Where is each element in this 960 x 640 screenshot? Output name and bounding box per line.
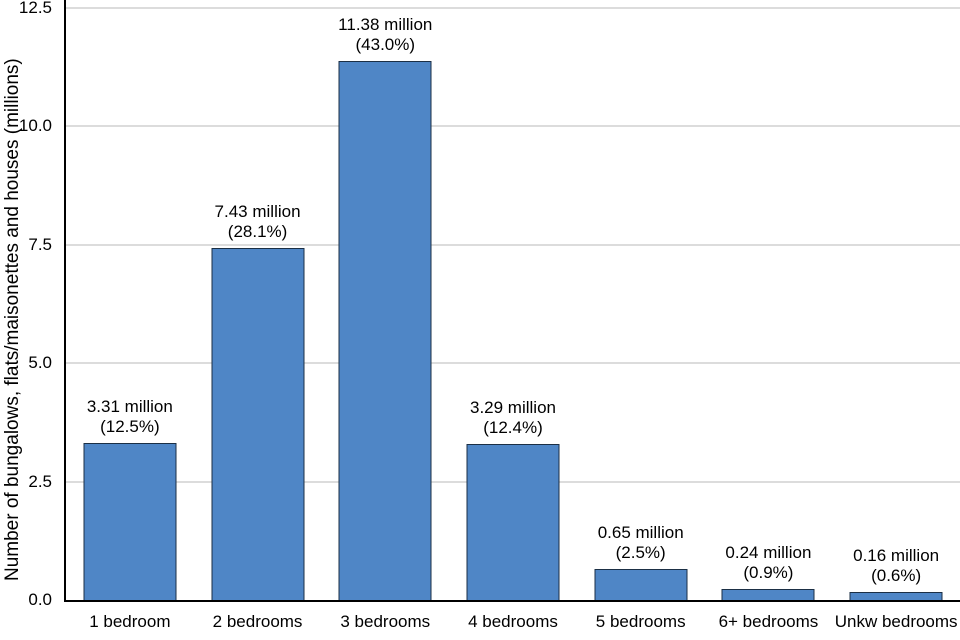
plot-area: 3.31 million (12.5%) 1 bedroom 7.43 million… — [66, 7, 960, 631]
bar-value-text: 0.24 million — [725, 542, 812, 562]
y-tick-label: 0.0 — [28, 590, 52, 609]
bar-1-bedroom — [83, 443, 177, 600]
x-axis-line — [64, 600, 960, 602]
bar-percent-text: (28.1%) — [227, 222, 288, 242]
y-tick-label: 12.5 — [18, 0, 52, 17]
bar-percent-text: (0.9%) — [743, 562, 794, 582]
bar-value-text: 7.43 million — [214, 202, 301, 222]
gridline — [66, 125, 960, 128]
bar-percent-text: (43.0%) — [355, 35, 416, 55]
bar-column: 0.16 million (0.6%) Unkw bedrooms — [832, 8, 960, 631]
bar-value-text: 11.38 million — [338, 15, 433, 35]
bar-column: 3.29 million (12.4%) 4 bedrooms — [449, 8, 577, 631]
x-tick-label: 5 bedrooms — [595, 612, 686, 631]
bar-value-label: 3.29 million (12.4%) — [470, 398, 556, 438]
gridline — [66, 243, 960, 246]
bar-value-label: 11.38 million (43.0%) — [338, 15, 432, 55]
y-axis-line — [64, 0, 66, 602]
x-tick-label: 4 bedrooms — [468, 612, 558, 631]
x-tick-label: 2 bedrooms — [212, 612, 303, 631]
bar-percent-text: (12.5%) — [100, 417, 160, 437]
bar-2-bedrooms — [211, 248, 305, 600]
x-tick-label: 3 bedrooms — [340, 612, 431, 631]
x-tick-label: 6+ bedrooms — [718, 612, 819, 631]
bar-4-bedrooms — [466, 444, 560, 600]
bar-value-text: 3.31 million — [86, 397, 173, 417]
bar-column: 0.24 million (0.9%) 6+ bedrooms — [705, 8, 833, 631]
bar-column: 11.38 million (43.0%) 3 bedrooms — [321, 8, 449, 631]
y-axis-ticks: 0.0 2.5 5.0 7.5 10.0 12.5 — [0, 0, 52, 640]
bar-value-label: 3.31 million (12.5%) — [87, 397, 173, 437]
gridline — [66, 362, 960, 365]
gridline — [66, 7, 960, 9]
bar-column: 3.31 million (12.5%) 1 bedroom — [66, 8, 194, 631]
bar-value-text: 0.16 million — [853, 546, 940, 566]
bar-percent-text: (12.4%) — [483, 418, 543, 438]
bar-column: 0.65 million (2.5%) 5 bedrooms — [577, 8, 705, 631]
bar-value-label: 0.24 million (0.9%) — [725, 543, 811, 583]
y-tick-label: 5.0 — [28, 353, 52, 373]
bar-unkw-bedrooms — [849, 592, 943, 600]
bar-3-bedrooms — [338, 61, 432, 600]
y-tick-label: 10.0 — [18, 116, 52, 136]
y-tick-label: 7.5 — [28, 234, 52, 254]
bar-value-label: 7.43 million (28.1%) — [215, 202, 301, 242]
bar-value-text: 3.29 million — [469, 398, 556, 418]
bar-percent-text: (0.6%) — [871, 566, 922, 586]
x-tick-label: 1 bedroom — [89, 612, 171, 631]
y-tick-label: 2.5 — [28, 471, 52, 491]
bar-5-bedrooms — [594, 569, 688, 600]
bar-column: 7.43 million (28.1%) 2 bedrooms — [194, 8, 322, 631]
bar-percent-text: (2.5%) — [615, 543, 666, 563]
bar-value-label: 0.65 million (2.5%) — [598, 523, 684, 563]
bar-6+-bedrooms — [721, 588, 815, 600]
x-tick-label: Unkw bedrooms — [834, 612, 958, 631]
bar-value-text: 0.65 million — [597, 523, 684, 543]
bar-value-label: 0.16 million (0.6%) — [853, 546, 939, 586]
